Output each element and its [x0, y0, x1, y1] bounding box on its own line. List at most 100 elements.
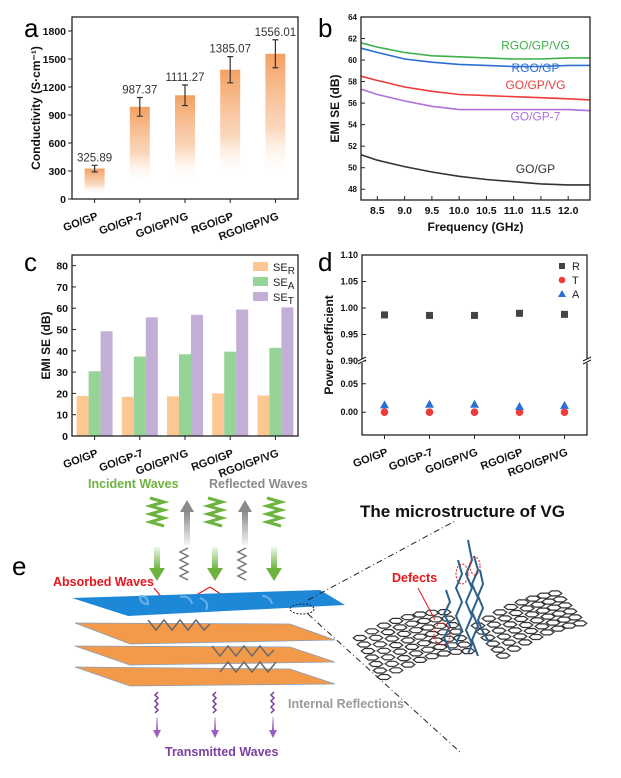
data-label: 1111.27 — [165, 72, 204, 84]
y-tick-label: 0.90 — [340, 356, 358, 366]
y-tick-label: 64 — [348, 13, 357, 22]
y-tick-label: 58 — [348, 78, 357, 87]
graphene-hexagons — [352, 590, 588, 681]
bar — [281, 307, 294, 436]
data-label: 987.37 — [122, 85, 157, 97]
reflected-waves-label: Reflected Waves — [209, 477, 308, 491]
y-tick-label: 30 — [56, 367, 68, 379]
y-tick-label: 40 — [56, 346, 68, 358]
bar — [100, 331, 113, 436]
marker-T — [515, 408, 524, 417]
plot-frame — [71, 16, 299, 200]
layer-4 — [74, 666, 336, 687]
marker-A — [515, 402, 524, 411]
data-label: 1556.01 — [255, 27, 297, 39]
defect-marker-1 — [455, 563, 469, 585]
legend-swatch — [253, 262, 268, 271]
series-line — [360, 154, 590, 186]
plot-frame — [360, 16, 591, 201]
bar — [265, 53, 286, 178]
bar — [84, 168, 105, 195]
bar — [145, 317, 158, 436]
y-tick-label: 52 — [348, 142, 357, 151]
microstructure-title: The microstructure of VG — [360, 502, 565, 521]
marker-T — [425, 408, 434, 417]
legend-marker — [558, 276, 566, 284]
x-tick-label: 9.5 — [425, 205, 440, 217]
defect-marker-2 — [469, 556, 481, 576]
bar — [257, 395, 270, 436]
series-line — [360, 47, 590, 68]
legend-label: A — [572, 289, 580, 301]
chart-power-coefficient: 0.00 0.05 0.90 0.95 1.00 1.05 1.10 RTA GO/GP GO/G… — [322, 250, 592, 479]
y-tick-label: 0.00 — [340, 407, 358, 417]
panel-label-d: d — [318, 247, 332, 277]
marker-T — [560, 408, 569, 417]
defects-label: Defects — [392, 571, 437, 585]
marker-T — [470, 408, 479, 417]
graphene-sheet — [352, 590, 588, 681]
error-bar — [182, 84, 188, 107]
x-tick-label: 9.0 — [397, 205, 412, 217]
bar — [269, 347, 282, 436]
x-tick-label: 10.0 — [449, 205, 470, 217]
transmitted-wave-2 — [211, 691, 219, 738]
y-tick-label: 1500 — [43, 54, 67, 66]
transmitted-waves-label: Transmitted Waves — [165, 745, 279, 759]
top-layer — [72, 590, 345, 616]
x-tick-label: 10.5 — [476, 205, 497, 217]
x-tick-label: GO/GP — [352, 447, 390, 471]
y-tick-label: 50 — [56, 325, 68, 337]
y-tick-label: 1.10 — [340, 250, 358, 260]
y-tick-label: 54 — [348, 121, 357, 130]
panel-label-e: e — [12, 551, 26, 581]
error-bar — [227, 56, 234, 84]
y-tick-label: 48 — [348, 185, 357, 194]
x-tick-label: GO/GP — [62, 448, 100, 472]
bar — [121, 396, 134, 436]
internal-wave-2 — [211, 644, 275, 658]
bar — [76, 395, 89, 436]
incident-wave-2 — [202, 496, 228, 581]
marker-R — [381, 311, 388, 319]
y-tick-label: 10 — [56, 410, 68, 422]
legend-marker — [559, 263, 565, 269]
error-bar — [272, 39, 279, 69]
y-tick-label: 70 — [56, 282, 68, 294]
series-label: GO/GP-7 — [510, 109, 560, 123]
marker-T — [380, 408, 389, 417]
zoom-line-bottom — [307, 613, 461, 753]
reflected-wave-2 — [236, 500, 252, 581]
x-tick-label: 8.5 — [370, 205, 385, 217]
bar — [133, 356, 146, 436]
defect-marker-3 — [433, 622, 451, 646]
marker-R — [516, 309, 523, 317]
x-tick-label: GO/GP — [62, 211, 100, 235]
y-tick-label: 900 — [48, 110, 66, 122]
marker-R — [561, 310, 568, 318]
y-tick-label: 20 — [56, 388, 68, 400]
legend-label: R — [572, 261, 580, 273]
x-tick-label: GO/GP/VG — [134, 448, 190, 478]
bar — [175, 95, 195, 184]
bar — [236, 309, 249, 436]
chart-emi-frequency: 48 50 52 54 56 58 60 62 64 8.5 9.0 9.5 10.0 10.5 11.0 1… — [328, 13, 591, 234]
x-tick-label: 11.5 — [531, 205, 551, 217]
y-axis-label: Power coefficient — [322, 295, 336, 394]
y-tick-label: 1.00 — [340, 303, 358, 313]
x-tick-label: GO/GP/VG — [134, 211, 190, 241]
chart-conductivity: 0 300 600 900 1200 1500 1800 325.89 987.37 1111.2… — [29, 16, 299, 243]
bar — [167, 396, 179, 436]
data-label: 325.89 — [77, 152, 112, 164]
series-label: RGO/GP/VG — [501, 38, 570, 52]
y-tick-label: 60 — [348, 56, 357, 65]
legend-swatch — [253, 277, 268, 286]
legend-marker — [558, 290, 566, 297]
bar — [179, 354, 191, 436]
x-tick-label: 11.0 — [504, 205, 524, 217]
bar — [212, 393, 225, 436]
y-tick-label: 56 — [348, 99, 357, 108]
y-tick-label: 50 — [348, 164, 357, 173]
layer-2 — [74, 622, 336, 645]
vertical-graphene — [442, 539, 490, 657]
